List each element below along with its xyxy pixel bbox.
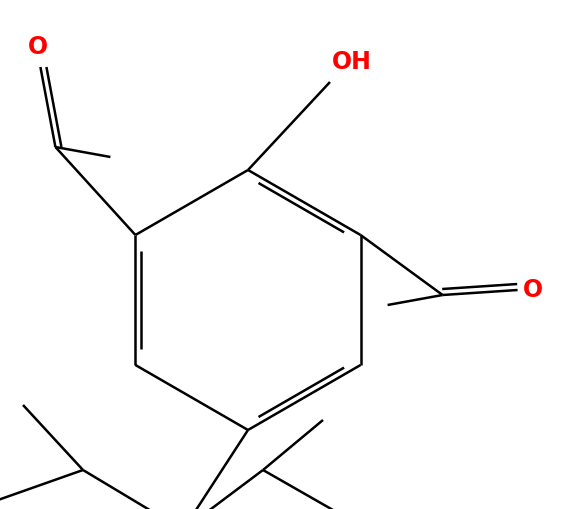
Text: O: O (522, 278, 543, 302)
Text: O: O (28, 35, 48, 59)
Text: OH: OH (332, 50, 372, 74)
